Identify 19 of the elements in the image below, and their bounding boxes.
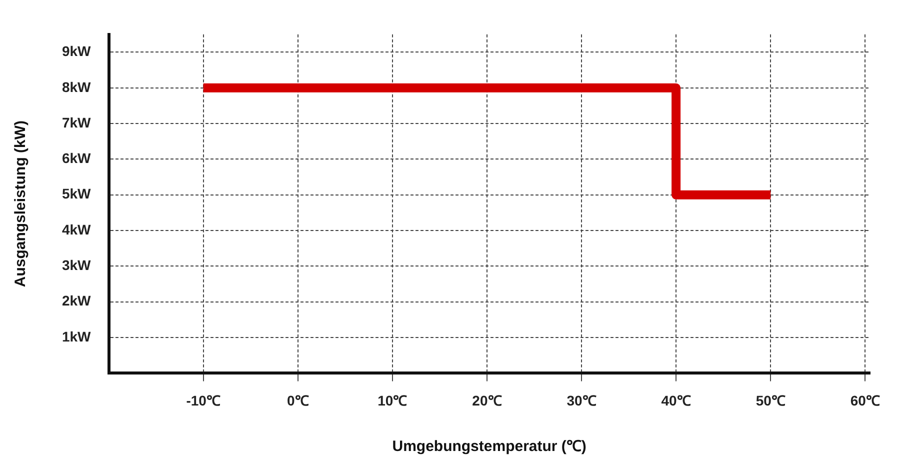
x-axis-title: Umgebungstemperatur (℃) <box>392 438 586 456</box>
y-tick-label: 4kW <box>62 221 92 238</box>
y-tick-label: 6kW <box>62 150 92 166</box>
y-tick-label: 9kW <box>62 43 92 60</box>
x-tick-label: 40℃ <box>661 392 691 408</box>
y-tick-label: 2kW <box>62 292 92 309</box>
x-tick-label: 10℃ <box>378 392 408 408</box>
x-tick-label: 30℃ <box>566 392 596 408</box>
y-tick-label: 7kW <box>62 114 92 130</box>
y-tick-label: 8kW <box>62 78 92 95</box>
x-tick-label: 60℃ <box>850 392 880 408</box>
y-tick-label: 5kW <box>62 186 92 202</box>
x-tick-label: 20℃ <box>472 392 502 408</box>
y-axis-title: Ausgangsleistung (kW) <box>12 120 30 288</box>
y-tick-label: 1kW <box>62 328 92 344</box>
x-tick-label: 0℃ <box>286 392 309 408</box>
x-tick-label: -10℃ <box>186 392 220 408</box>
x-tick-label: 50℃ <box>756 392 786 408</box>
y-tick-label: 3kW <box>62 257 92 274</box>
